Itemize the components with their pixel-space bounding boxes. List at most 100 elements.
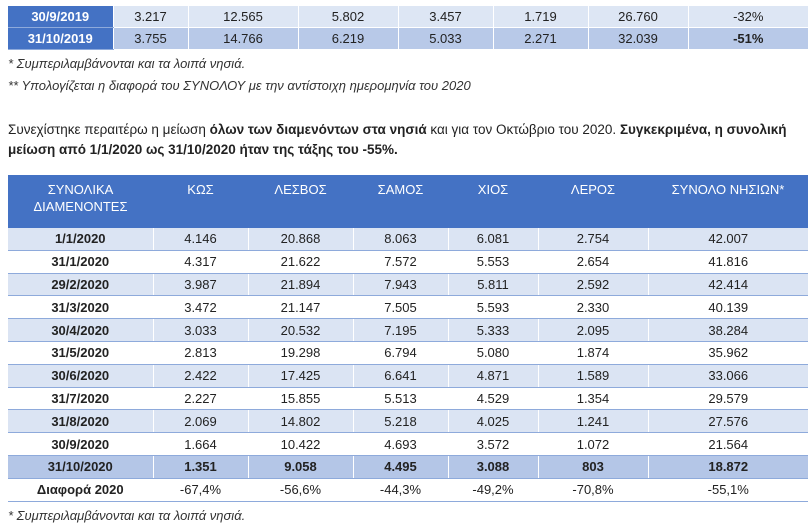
value-cell: 2.271 xyxy=(492,27,588,50)
value-cell: -70,8% xyxy=(537,478,648,502)
value-cell: 2.069 xyxy=(152,409,248,434)
date-cell: 31/10/2020 xyxy=(8,455,153,479)
value-cell: -55,1% xyxy=(647,478,808,502)
value-cell: 27.576 xyxy=(647,409,808,434)
diff-cell: -32% xyxy=(687,6,808,28)
table-row: 31/8/2020 2.069 14.802 5.218 4.025 1.241 27.57… xyxy=(8,409,808,434)
value-cell: 14.802 xyxy=(247,409,353,434)
value-cell: 2.654 xyxy=(537,250,648,274)
value-cell: 32.039 xyxy=(587,27,688,50)
table-row: 30/4/2020 3.033 20.532 7.195 5.333 2.095 38.28… xyxy=(8,318,808,342)
value-cell: 12.565 xyxy=(187,6,298,28)
table-row: 31/10/2020 1.351 9.058 4.495 3.088 803 18.872 xyxy=(8,455,808,479)
value-cell: 20.532 xyxy=(247,318,353,342)
column-header: ΛΕΣΒΟΣ xyxy=(248,175,353,228)
value-cell: 42.414 xyxy=(647,273,808,297)
footnote: * Συμπεριλαμβάνονται και τα λοιπά νησιά. xyxy=(8,508,246,523)
value-cell: 6.794 xyxy=(352,341,448,365)
date-cell: 30/4/2020 xyxy=(8,318,153,342)
value-cell: 3.572 xyxy=(447,432,538,456)
date-cell: 30/9/2019 xyxy=(8,6,113,28)
value-cell: 33.066 xyxy=(647,364,808,388)
date-cell: 31/3/2020 xyxy=(8,295,153,320)
date-cell: 31/8/2020 xyxy=(8,409,153,434)
date-cell: Διαφορά 2020 xyxy=(8,478,153,502)
value-cell: 5.553 xyxy=(447,250,538,274)
value-cell: -49,2% xyxy=(447,478,538,502)
value-cell: 2.813 xyxy=(152,341,248,365)
value-cell: 2.330 xyxy=(537,295,648,320)
value-cell: 4.317 xyxy=(152,250,248,274)
value-cell: 3.457 xyxy=(397,6,493,28)
value-cell: 19.298 xyxy=(247,341,353,365)
paragraph-bold-text: όλων των διαμενόντων στα νησιά xyxy=(209,122,427,137)
value-cell: 5.033 xyxy=(397,27,493,50)
paragraph-text: και για τον Οκτώβριο του 2020. xyxy=(426,122,620,137)
value-cell: 3.033 xyxy=(152,318,248,342)
paragraph-bold-text: Συγκεκριμένα, η συνολική μείωση από 1/1/… xyxy=(8,122,787,157)
column-header: ΚΩΣ xyxy=(153,175,248,228)
value-cell: 41.816 xyxy=(647,250,808,274)
column-header: ΧΙΟΣ xyxy=(448,175,538,228)
column-header: ΣΑΜΟΣ xyxy=(353,175,448,228)
column-header: ΣΥΝΟΛΟ ΝΗΣΙΩΝ* xyxy=(648,175,808,228)
value-cell: 18.872 xyxy=(647,455,808,479)
date-cell: 31/7/2020 xyxy=(8,387,153,411)
value-cell: 1.241 xyxy=(537,409,648,434)
date-cell: 30/9/2020 xyxy=(8,432,153,456)
value-cell: 3.088 xyxy=(447,455,538,479)
value-cell: -67,4% xyxy=(152,478,248,502)
value-cell: 3.217 xyxy=(112,6,188,28)
value-cell: 5.811 xyxy=(447,273,538,297)
value-cell: 4.529 xyxy=(447,387,538,411)
value-cell: 7.943 xyxy=(352,273,448,297)
value-cell: 17.425 xyxy=(247,364,353,388)
value-cell: 6.219 xyxy=(297,27,398,50)
value-cell: 1.351 xyxy=(152,455,248,479)
value-cell: 21.564 xyxy=(647,432,808,456)
top-summary-table: 30/9/2019 3.217 12.565 5.802 3.457 1.719… xyxy=(8,6,808,50)
value-cell: 21.147 xyxy=(247,295,353,320)
value-cell: 3.755 xyxy=(112,27,188,50)
table-row: 31/1/2020 4.317 21.622 7.572 5.553 2.654 41.81… xyxy=(8,250,808,274)
value-cell: 5.593 xyxy=(447,295,538,320)
summary-paragraph: Συνεχίστηκε περαιτέρω η μείωση όλων των … xyxy=(8,120,804,160)
table-row: 31/3/2020 3.472 21.147 7.505 5.593 2.330 40.13… xyxy=(8,295,808,320)
value-cell: 29.579 xyxy=(647,387,808,411)
footnote: * Συμπεριλαμβάνονται και τα λοιπά νησιά. xyxy=(8,56,246,71)
table-header-row: ΣΥΝΟΛΙΚΑ ΔΙΑΜΕΝΟΝΤΕΣ ΚΩΣ ΛΕΣΒΟΣ ΣΑΜΟΣ ΧΙ… xyxy=(8,175,808,228)
value-cell: 2.095 xyxy=(537,318,648,342)
date-cell: 1/1/2020 xyxy=(8,228,153,251)
value-cell: 10.422 xyxy=(247,432,353,456)
value-cell: 7.505 xyxy=(352,295,448,320)
value-cell: 5.333 xyxy=(447,318,538,342)
value-cell: 7.195 xyxy=(352,318,448,342)
table-row: 31/10/2019 3.755 14.766 6.219 5.033 2.27… xyxy=(8,27,808,50)
value-cell: -56,6% xyxy=(247,478,353,502)
value-cell: 26.760 xyxy=(587,6,688,28)
table-row: 30/6/2020 2.422 17.425 6.641 4.871 1.589 33.06… xyxy=(8,364,808,388)
table-row: 31/7/2020 2.227 15.855 5.513 4.529 1.354 29.57… xyxy=(8,387,808,411)
value-cell: 7.572 xyxy=(352,250,448,274)
value-cell: 4.146 xyxy=(152,228,248,251)
date-cell: 31/1/2020 xyxy=(8,250,153,274)
value-cell: 14.766 xyxy=(187,27,298,50)
residents-table: ΣΥΝΟΛΙΚΑ ΔΙΑΜΕΝΟΝΤΕΣ ΚΩΣ ΛΕΣΒΟΣ ΣΑΜΟΣ ΧΙ… xyxy=(8,175,808,502)
column-header: ΛΕΡΟΣ xyxy=(538,175,648,228)
value-cell: 5.080 xyxy=(447,341,538,365)
value-cell: 20.868 xyxy=(247,228,353,251)
value-cell: 4.693 xyxy=(352,432,448,456)
date-cell: 30/6/2020 xyxy=(8,364,153,388)
table-row: Διαφορά 2020 -67,4% -56,6% -44,3% -49,2% -70,… xyxy=(8,478,808,502)
value-cell: 6.641 xyxy=(352,364,448,388)
value-cell: 1.874 xyxy=(537,341,648,365)
value-cell: 5.802 xyxy=(297,6,398,28)
value-cell: 42.007 xyxy=(647,228,808,251)
table-row: 30/9/2020 1.664 10.422 4.693 3.572 1.072 21.56… xyxy=(8,432,808,456)
value-cell: 3.472 xyxy=(152,295,248,320)
footnote: ** Υπολογίζεται η διαφορά του ΣΥΝΟΛΟΥ με… xyxy=(8,78,471,93)
date-cell: 31/5/2020 xyxy=(8,341,153,365)
value-cell: 2.227 xyxy=(152,387,248,411)
column-header: ΣΥΝΟΛΙΚΑ ΔΙΑΜΕΝΟΝΤΕΣ xyxy=(8,175,153,228)
value-cell: 1.664 xyxy=(152,432,248,456)
